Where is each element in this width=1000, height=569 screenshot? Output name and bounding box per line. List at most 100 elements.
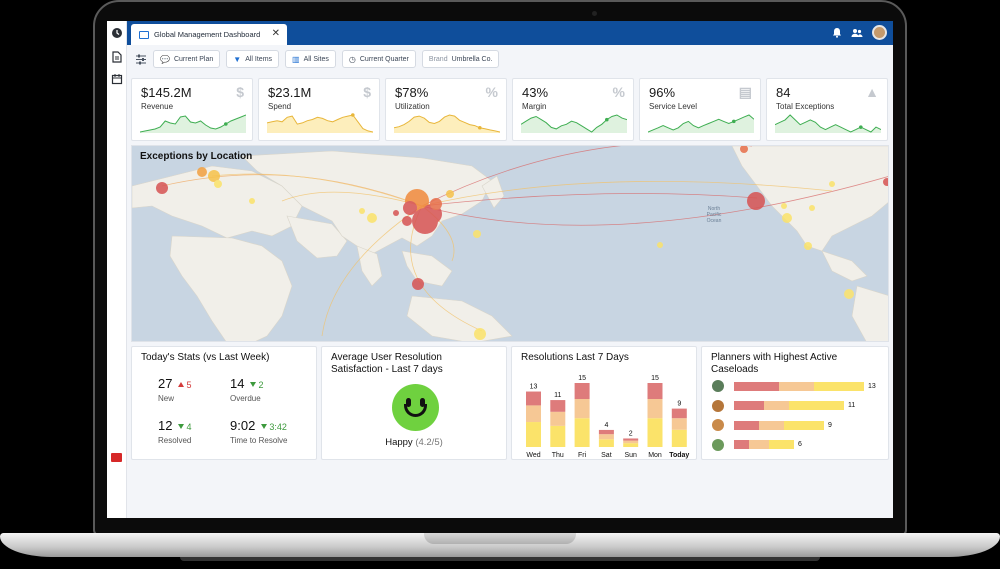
bar-value-label: 9	[677, 401, 681, 408]
planner-row[interactable]: 11	[712, 399, 856, 412]
bar-segment[interactable]	[526, 422, 541, 447]
bar-segment[interactable]	[574, 418, 590, 447]
kpi-sparkline	[521, 114, 627, 133]
satisfaction-card: Average User Resolution Satisfaction - L…	[321, 346, 507, 460]
filter-label: Current Plan	[173, 55, 214, 63]
bar-value-label: 11	[554, 392, 561, 399]
kpi-card-service-level[interactable]: 96% Service Level ▤	[639, 78, 761, 141]
satisfaction-rating: Happy (4.2/5)	[322, 437, 506, 448]
planner-count: 13	[868, 382, 876, 390]
kpi-label: Service Level	[649, 102, 698, 111]
bar-segment[interactable]	[526, 391, 541, 406]
brand-value: Umbrella Co.	[451, 55, 493, 63]
stat-delta-value: 2	[258, 380, 264, 390]
bar-category-label: Today	[669, 452, 689, 459]
planner-row[interactable]: 6	[712, 438, 802, 451]
bar-segment[interactable]	[671, 429, 687, 447]
document-icon[interactable]	[111, 51, 123, 63]
kpi-card-total-exceptions[interactable]: 84 Total Exceptions ▲	[766, 78, 888, 141]
bar-value-label: 4	[604, 422, 608, 429]
bar-segment[interactable]	[574, 383, 590, 399]
kpi-sparkline	[394, 114, 500, 133]
kpi-card-utilization[interactable]: $78% Utilization%	[385, 78, 507, 141]
filter-brand[interactable]: Brand Umbrella Co.	[421, 50, 500, 68]
bar-segment[interactable]	[574, 399, 590, 419]
bar-value-label: 15	[578, 375, 586, 382]
avatar[interactable]	[872, 25, 887, 40]
todays-stats-title: Today's Stats (vs Last Week)	[141, 352, 270, 363]
bar-segment[interactable]	[623, 440, 639, 444]
planner-bar-segment	[734, 440, 749, 449]
bell-icon[interactable]	[832, 27, 842, 38]
exceptions-map-card[interactable]: Exceptions by Location	[131, 145, 889, 342]
clipboard-icon: ▤	[738, 84, 752, 100]
users-icon[interactable]	[851, 28, 863, 38]
close-icon[interactable]: ✕	[271, 28, 280, 39]
kpi-label: Revenue	[141, 102, 174, 111]
filter-current-quarter[interactable]: ◷ Current Quarter	[341, 50, 416, 68]
stat-label: Overdue	[230, 394, 261, 403]
resolutions-chart[interactable]: 13 Wed 11 Thu 15 Fri 4 Sat 2 Sun 15 Mon 9 Today	[512, 361, 698, 461]
trend-arrow-icon	[178, 424, 185, 429]
planner-bar-segment	[764, 401, 789, 410]
planner-count: 11	[848, 402, 856, 409]
bar-segment[interactable]	[550, 411, 566, 426]
bar-segment[interactable]	[647, 418, 663, 447]
planner-bar-segment	[779, 381, 814, 391]
trend-arrow-icon	[261, 424, 268, 429]
stat-overdue: 14 2 Overdue	[230, 375, 263, 403]
kpi-sparkline	[267, 113, 373, 133]
planner-bar	[734, 401, 844, 410]
bar-segment[interactable]	[647, 399, 663, 419]
satisfaction-title-line1: Average User Resolution	[331, 352, 442, 363]
stat-delta: 2	[250, 380, 263, 390]
avatar	[712, 380, 724, 392]
kpi-sparkline	[648, 114, 754, 133]
percent-icon: %	[485, 84, 498, 100]
kpi-card-spend[interactable]: $23.1M Spend $	[258, 78, 380, 141]
calendar-icon[interactable]	[111, 73, 123, 85]
planner-bar	[734, 420, 824, 430]
bar-segment[interactable]	[598, 429, 614, 435]
stat-number: 27	[158, 376, 173, 391]
filter-current-plan[interactable]: 💬 Current Plan	[153, 50, 221, 68]
bar-segment[interactable]	[647, 383, 663, 399]
bar-segment[interactable]	[550, 400, 566, 412]
planner-bar-segment	[814, 381, 864, 391]
filter-all-sites[interactable]: ▥ All Sites	[285, 50, 336, 68]
planner-bar-segment	[734, 420, 759, 430]
stat-time-to-resolve: 9:02 3:42 Time to Resolve	[230, 417, 288, 445]
kpi-card-revenue[interactable]: $145.2M Revenue $	[131, 78, 253, 141]
kpi-sparkline	[140, 114, 246, 133]
kpi-card-margin[interactable]: 43% Margin%	[512, 78, 634, 141]
satisfaction-title-line2: Satisfaction - Last 7 days	[331, 364, 443, 375]
planner-row[interactable]: 9	[712, 419, 832, 431]
stat-label: Resolved	[158, 436, 192, 445]
bar-segment[interactable]	[623, 443, 639, 447]
filter-icon: ▼	[233, 54, 242, 64]
stat-delta: 3:42	[261, 422, 287, 432]
stat-resolved: 12 4 Resolved	[158, 417, 191, 445]
bar-segment[interactable]	[623, 438, 639, 441]
planners-card: Planners with Highest Active Caseloads 1…	[701, 346, 889, 460]
clock-icon[interactable]	[111, 27, 123, 39]
kpi-value: $78%	[395, 85, 429, 100]
bar-segment[interactable]	[526, 405, 541, 423]
bar-segment[interactable]	[598, 434, 614, 440]
smiley-icon	[392, 384, 439, 431]
filter-all-items[interactable]: ▼ All Items	[226, 50, 280, 68]
bar-segment[interactable]	[671, 408, 687, 419]
stat-number: 12	[158, 418, 173, 433]
bar-segment[interactable]	[550, 425, 566, 447]
bar-segment[interactable]	[671, 418, 687, 430]
planner-row[interactable]: 13	[712, 380, 876, 392]
bar-category-label: Mon	[648, 452, 662, 459]
kpi-label: Total Exceptions	[776, 102, 835, 111]
bar-segment[interactable]	[598, 439, 614, 447]
planner-bar-segment	[734, 381, 779, 391]
tab-global-management-dashboard[interactable]: Global Management Dashboard ✕	[131, 24, 287, 45]
trend-arrow-icon	[250, 382, 257, 387]
sliders-icon[interactable]	[135, 54, 147, 65]
resolutions-card: Resolutions Last 7 Days 13 Wed 11 Thu 15 Fri 4…	[511, 346, 697, 460]
